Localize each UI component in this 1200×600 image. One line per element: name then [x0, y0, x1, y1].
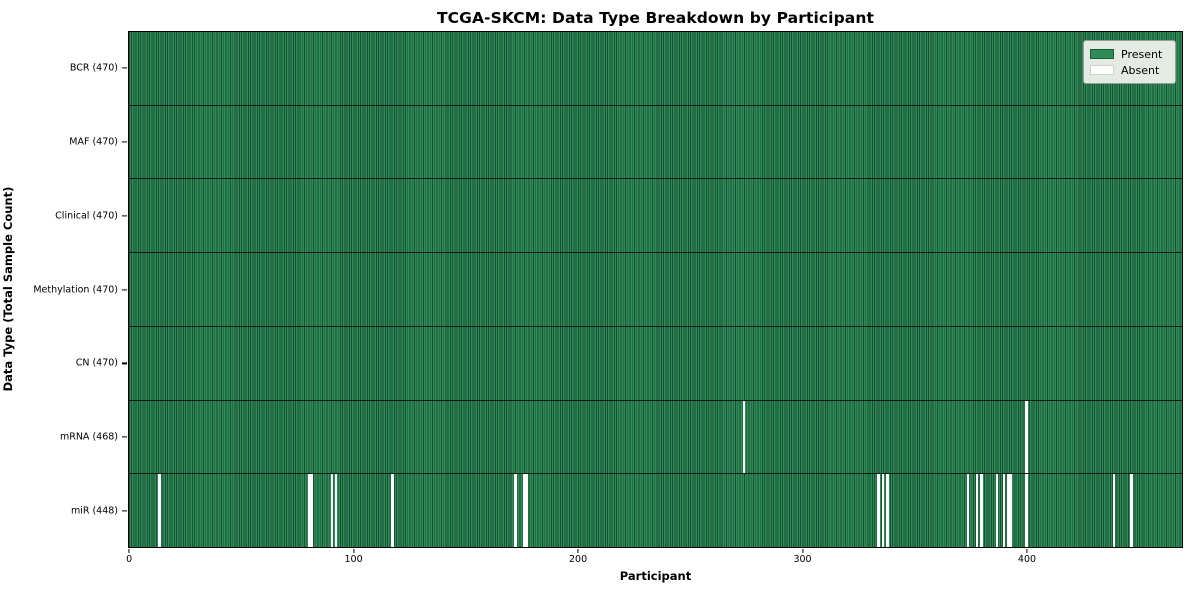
x-tick-label-400: 400 — [1017, 554, 1037, 565]
absent-cell-miR-392 — [1007, 474, 1010, 548]
absent-cell-miR-92 — [335, 474, 338, 548]
heatmap-row-CN — [129, 326, 1182, 401]
absent-cell-miR-336 — [881, 474, 885, 548]
heatmap-row-MAF — [129, 105, 1182, 180]
absent-cell-miR-177 — [525, 474, 528, 548]
x-tick-label-300: 300 — [793, 554, 812, 565]
x-tick-mark — [128, 548, 130, 553]
absent-cell-miR-176 — [523, 474, 526, 548]
heatmap-row-Methylation — [129, 253, 1182, 327]
absent-cell-miR-387 — [996, 474, 999, 548]
absent-cell-miR-439 — [1112, 474, 1115, 548]
y-tick-label-miR: miR (448) — [70, 505, 118, 517]
absent-cell-miR-378 — [975, 474, 979, 548]
absent-cell-miR-81 — [310, 474, 313, 548]
absent-cell-miR-374 — [966, 474, 970, 548]
x-tick-label-100: 100 — [344, 554, 363, 565]
absent-cell-miR-447 — [1130, 474, 1133, 548]
y-tick-label-MAF: MAF (470) — [69, 136, 118, 148]
x-tick-mark — [577, 548, 579, 553]
legend-entry-absent: Absent — [1090, 62, 1168, 78]
y-tick-mark — [122, 362, 127, 364]
absent-cell-miR-380 — [980, 474, 983, 548]
heatmap-row-Clinical — [129, 179, 1182, 254]
absent-cell-miR-80 — [308, 474, 311, 548]
y-axis: BCR (470) MAF (470) Clinical (470) Methylat… — [0, 31, 128, 548]
absent-cell-mRNA-274 — [742, 400, 746, 474]
absent-cell-miR-334 — [877, 474, 880, 548]
y-tick-label-BCR: BCR (470) — [69, 62, 118, 74]
y-tick-label-CN: CN (470) — [75, 357, 118, 369]
x-tick-label-0: 0 — [126, 554, 133, 565]
legend: Present Absent — [1083, 40, 1176, 84]
y-tick-mark — [122, 215, 127, 217]
legend-label-absent: Absent — [1121, 63, 1160, 77]
absent-cell-miR-390 — [1002, 474, 1006, 548]
y-tick-mark — [122, 141, 127, 143]
chart-title: TCGA-SKCM: Data Type Breakdown by Partic… — [436, 9, 874, 27]
x-axis-label: Participant — [619, 569, 692, 583]
y-tick-label-mRNA: mRNA (468) — [59, 431, 118, 443]
absent-cell-miR-172 — [514, 474, 517, 548]
x-tick-label-200: 200 — [568, 554, 588, 565]
y-tick-mark — [122, 288, 127, 291]
absent-cell-miR-400 — [1025, 474, 1028, 548]
absent-cell-miR-393 — [1009, 474, 1012, 548]
absent-cell-miR-13 — [158, 474, 161, 548]
absent-swatch-icon — [1090, 65, 1114, 75]
heatmap-row-mRNA — [129, 400, 1182, 475]
y-tick-label-Methylation: Methylation (470) — [33, 284, 118, 295]
x-tick-mark — [1026, 548, 1028, 553]
heatmap-row-miR — [129, 474, 1182, 548]
x-tick-mark — [801, 548, 804, 553]
x-axis: 0 100 200 300 400 — [126, 548, 1183, 570]
y-tick-mark — [122, 67, 127, 69]
absent-cell-miR-90 — [330, 474, 333, 548]
absent-cell-miR-117 — [391, 474, 394, 548]
legend-entry-present: Present — [1090, 46, 1168, 62]
x-tick-mark — [352, 548, 355, 553]
heatmap-row-BCR — [129, 32, 1182, 106]
plot-area — [128, 31, 1183, 548]
present-swatch-icon — [1090, 49, 1114, 59]
absent-cell-mRNA-400 — [1025, 400, 1028, 474]
legend-label-present: Present — [1121, 47, 1163, 61]
y-tick-mark — [122, 436, 127, 438]
y-tick-mark — [122, 510, 127, 512]
y-tick-label-Clinical: Clinical (470) — [55, 210, 118, 222]
absent-cell-miR-338 — [886, 474, 889, 548]
